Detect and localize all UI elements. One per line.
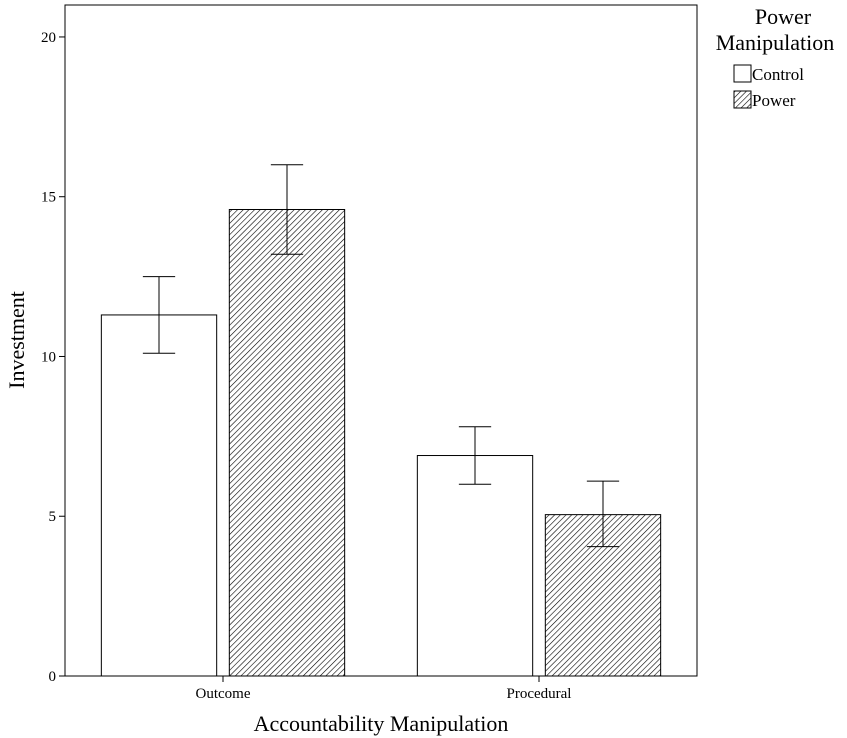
- bar-control-procedural: [416, 455, 534, 677]
- bar-power-outcome: [228, 208, 346, 677]
- y-tick-label: 0: [49, 669, 57, 685]
- x-tick-label: Procedural: [507, 686, 572, 702]
- y-tick-label: 10: [41, 349, 56, 365]
- y-tick-label: 15: [41, 190, 56, 206]
- legend-label-control: Control: [752, 65, 804, 84]
- error-bars: [142, 164, 620, 548]
- y-tick-label: 20: [41, 30, 56, 46]
- bars: [100, 208, 662, 677]
- y-axis-label: Investment: [4, 291, 29, 389]
- legend-title-line1: Power: [755, 4, 812, 29]
- x-axis: Outcome Procedural: [196, 676, 572, 702]
- legend: Power Manipulation Control Power: [716, 4, 835, 110]
- x-axis-label: Accountability Manipulation: [254, 711, 509, 736]
- legend-label-power: Power: [752, 91, 796, 110]
- y-axis: 0 5 10 15 20: [41, 30, 65, 685]
- legend-swatch-power: [733, 90, 752, 109]
- plot-frame: [64, 4, 698, 677]
- bar-control-outcome: [100, 314, 218, 677]
- x-tick-label: Outcome: [196, 686, 251, 702]
- legend-swatch-control: [733, 64, 752, 83]
- y-tick-label: 5: [49, 509, 57, 525]
- legend-title-line2: Manipulation: [716, 30, 835, 55]
